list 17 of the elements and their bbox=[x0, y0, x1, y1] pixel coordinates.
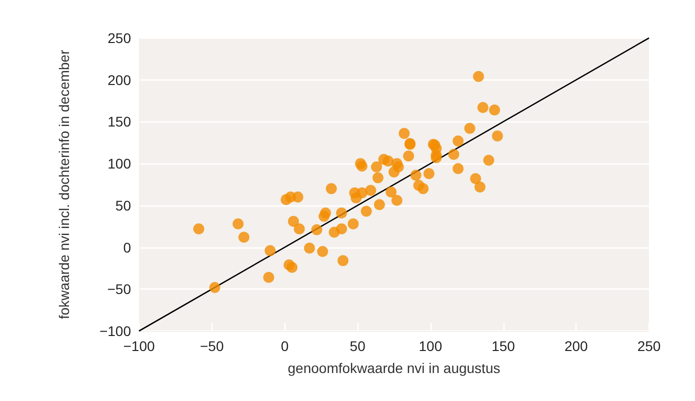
y-tick-label: 50 bbox=[115, 197, 132, 214]
x-tick-label: 100 bbox=[418, 338, 442, 354]
x-tick-label: 0 bbox=[280, 338, 289, 354]
y-tick-label: 200 bbox=[108, 72, 132, 88]
y-tick-label: −50 bbox=[107, 281, 132, 298]
y-tick-label: −100 bbox=[99, 323, 132, 339]
y-tick-label: 100 bbox=[108, 156, 132, 172]
y-tick-label: 0 bbox=[123, 239, 132, 256]
y-tick-label: 250 bbox=[108, 30, 132, 46]
x-tick-label: −50 bbox=[200, 338, 224, 354]
x-tick-label: 150 bbox=[492, 338, 516, 354]
x-tick-label: 200 bbox=[564, 338, 588, 354]
x-axis-title: genoomfokwaarde nvi in augustus bbox=[288, 360, 500, 376]
y-tick-label: 150 bbox=[108, 114, 132, 130]
x-tick-label: 50 bbox=[350, 338, 366, 354]
y-axis-title: fokwaarde nvi incl. dochterinfo in december bbox=[56, 50, 72, 320]
x-tick-label: 250 bbox=[637, 338, 661, 354]
